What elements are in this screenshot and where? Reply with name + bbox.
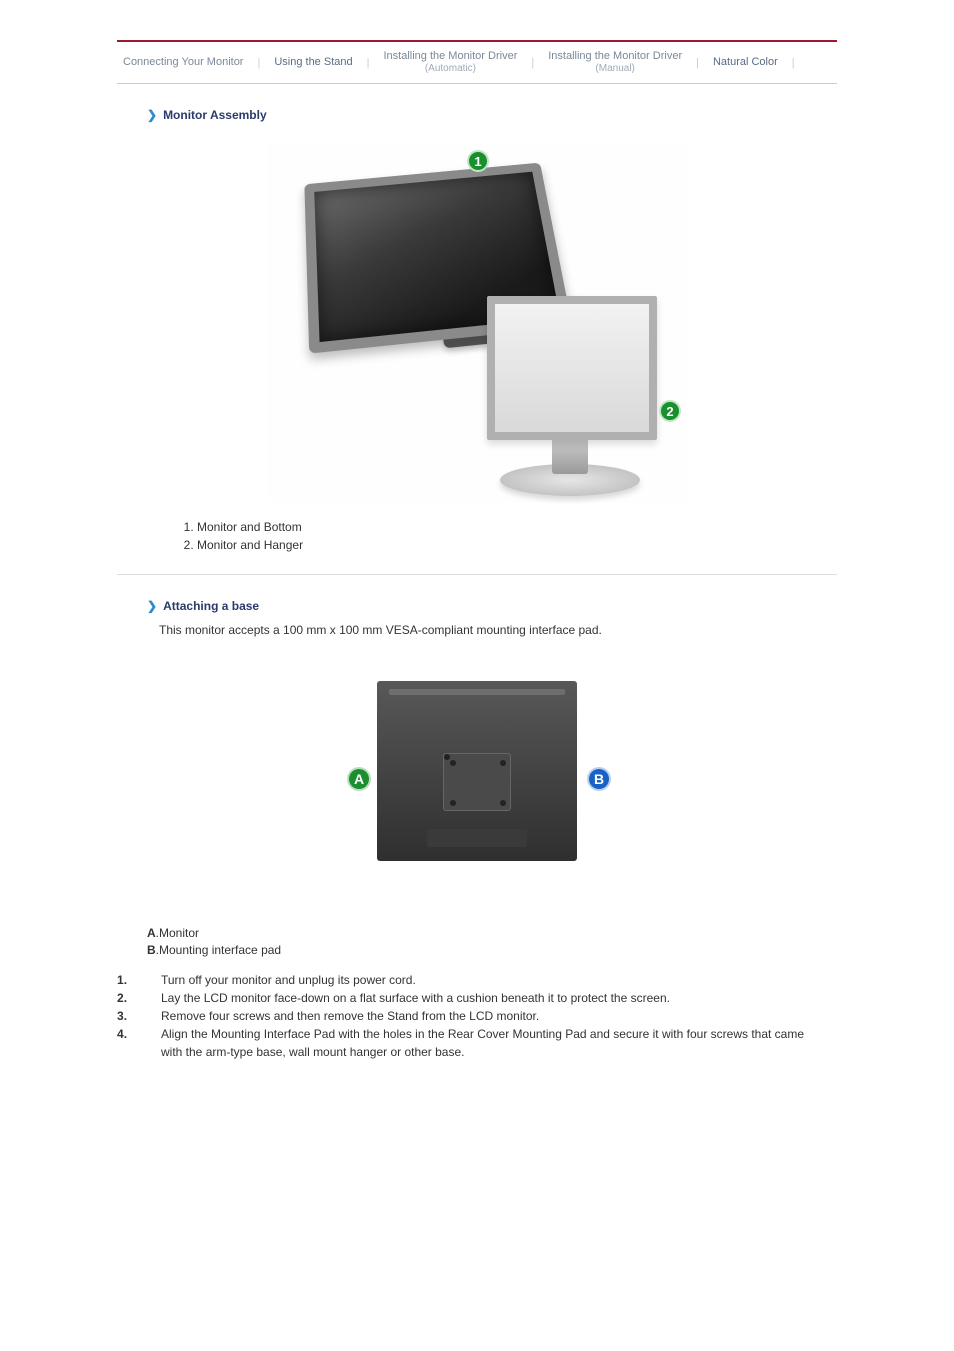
tab-install-manual-sub: (Manual) [548, 63, 682, 75]
assembly-list: Monitor and Bottom Monitor and Hanger [179, 518, 837, 554]
tab-install-auto-label: Installing the Monitor Driver [383, 50, 517, 62]
step-row: 2. Lay the LCD monitor face-down on a fl… [117, 989, 807, 1007]
step-text: Align the Mounting Interface Pad with th… [161, 1025, 807, 1061]
tab-separator: | [367, 57, 370, 69]
monitor-2-screen [495, 304, 649, 432]
tab-install-manual-label: Installing the Monitor Driver [548, 50, 682, 62]
step-row: 1. Turn off your monitor and unplug its … [117, 971, 807, 989]
arrow-icon: ❯ [147, 108, 157, 122]
tab-separator: | [696, 57, 699, 69]
label-b-badge: B [587, 767, 611, 791]
step-row: 4. Align the Mounting Interface Pad with… [117, 1025, 807, 1061]
base-figure: A B [317, 661, 637, 901]
label-b-row: B.Mounting interface pad [147, 942, 837, 959]
step-num: 1. [117, 971, 161, 989]
label-b-bold: B [147, 943, 156, 957]
tab-connecting[interactable]: Connecting Your Monitor [117, 54, 249, 71]
monitor-2 [487, 296, 657, 440]
step-num: 2. [117, 989, 161, 1007]
tab-install-manual[interactable]: Installing the Monitor Driver (Manual) [542, 48, 688, 77]
step-num: 3. [117, 1007, 161, 1025]
monitor-back-edge [389, 689, 565, 695]
assembly-figure: 1 2 [267, 142, 687, 502]
label-a-row: A.Monitor [147, 925, 837, 942]
step-text: Remove four screws and then remove the S… [161, 1007, 807, 1025]
divider [117, 574, 837, 575]
tab-separator: | [257, 57, 260, 69]
section-title-assembly: ❯ Monitor Assembly [147, 108, 837, 122]
tab-using-stand[interactable]: Using the Stand [268, 54, 358, 71]
section-title-base-text: Attaching a base [163, 599, 259, 613]
tab-install-auto[interactable]: Installing the Monitor Driver (Automatic… [377, 48, 523, 77]
base-intro-text: This monitor accepts a 100 mm x 100 mm V… [159, 623, 837, 637]
step-text: Lay the LCD monitor face-down on a flat … [161, 989, 807, 1007]
steps-list: 1. Turn off your monitor and unplug its … [117, 971, 807, 1061]
tab-separator: | [531, 57, 534, 69]
section-title-base: ❯ Attaching a base [147, 599, 837, 613]
section-title-assembly-text: Monitor Assembly [163, 108, 267, 122]
labels-block: A.Monitor B.Mounting interface pad [147, 925, 837, 959]
list-item: Monitor and Bottom [197, 518, 837, 536]
label-a-text: .Monitor [156, 926, 199, 940]
tab-install-auto-sub: (Automatic) [383, 63, 517, 75]
list-item: Monitor and Hanger [197, 536, 837, 554]
step-text: Turn off your monitor and unplug its pow… [161, 971, 807, 989]
tab-separator: | [792, 57, 795, 69]
tabs-bar: Connecting Your Monitor | Using the Stan… [117, 40, 837, 84]
bottom-slot [427, 829, 527, 847]
arrow-icon: ❯ [147, 599, 157, 613]
monitor-back [377, 681, 577, 861]
step-row: 3. Remove four screws and then remove th… [117, 1007, 807, 1025]
label-a-badge: A [347, 767, 371, 791]
step-num: 4. [117, 1025, 161, 1061]
vesa-plate [443, 753, 511, 811]
callout-2: 2 [659, 400, 681, 422]
tab-natural-color[interactable]: Natural Color [707, 54, 784, 71]
label-a-bold: A [147, 926, 156, 940]
label-b-text: .Mounting interface pad [156, 943, 281, 957]
